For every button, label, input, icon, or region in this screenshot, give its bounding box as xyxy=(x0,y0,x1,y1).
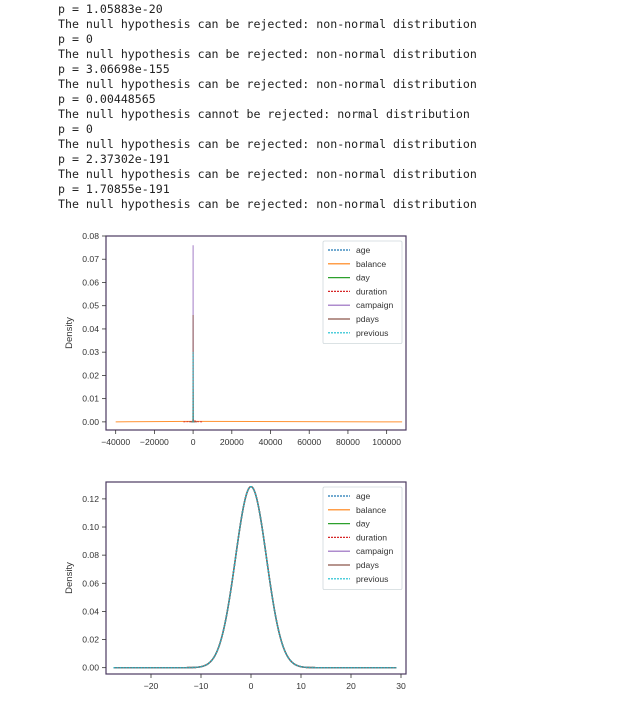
x-tick-label: 20 xyxy=(346,681,356,691)
legend-label-pdays: pdays xyxy=(356,314,379,324)
density-chart-raw: 0.00 0.01 0.02 0.03 0.04 0.05 0.06 0.07 0.08 −400… xyxy=(64,231,407,447)
x-tick-label: −20000 xyxy=(140,437,169,447)
y-axis-label: Density xyxy=(64,562,75,594)
plot-frame xyxy=(105,235,407,431)
legend-label-previous: previous xyxy=(356,328,388,338)
console-line: p = 0 xyxy=(58,122,93,136)
y-tick-label: 0.00 xyxy=(82,417,99,427)
legend-label-previous: previous xyxy=(356,574,388,584)
x-tick-label: −40000 xyxy=(101,437,130,447)
x-tick-label: 60000 xyxy=(297,437,321,447)
y-tick-label: 0.06 xyxy=(82,277,99,287)
y-axis-label: Density xyxy=(64,317,75,349)
console-line: p = 2.37302e-191 xyxy=(58,152,170,166)
x-tick-label: 30 xyxy=(396,681,406,691)
legend-label-age: age xyxy=(356,491,371,501)
y-tick-label: 0.01 xyxy=(82,394,99,404)
legend-label-balance: balance xyxy=(356,259,386,269)
console-line: The null hypothesis cannot be rejected: … xyxy=(58,107,470,121)
x-tick-label: −20 xyxy=(144,681,159,691)
x-tick-label: 100000 xyxy=(372,437,401,447)
console-line: p = 0.00448565 xyxy=(58,92,156,106)
console-line: The null hypothesis can be rejected: non… xyxy=(58,137,477,151)
console-line: The null hypothesis can be rejected: non… xyxy=(58,77,477,91)
y-tick-label: 0.04 xyxy=(82,324,99,334)
console-line: p = 1.70855e-191 xyxy=(58,182,170,196)
legend-label-age: age xyxy=(356,245,371,255)
y-tick-label: 0.12 xyxy=(82,494,99,504)
legend-label-duration: duration xyxy=(356,532,387,542)
y-tick-label: 0.05 xyxy=(82,301,99,311)
console-line: The null hypothesis can be rejected: non… xyxy=(58,17,477,31)
y-tick-label: 0.06 xyxy=(82,578,99,588)
x-tick-label: −10 xyxy=(194,681,209,691)
legend-label-campaign: campaign xyxy=(356,546,393,556)
x-tick-label: 0 xyxy=(191,437,196,447)
legend-box xyxy=(322,486,403,590)
density-chart-standardized: 0.00 0.02 0.04 0.06 0.08 0.10 0.12 −20 −10 0 10 20 3… xyxy=(64,481,407,691)
legend-label-day: day xyxy=(356,519,371,529)
y-tick-label: 0.02 xyxy=(82,635,99,645)
y-tick-label: 0.08 xyxy=(82,231,99,241)
x-tick-label: 80000 xyxy=(336,437,360,447)
legend-box xyxy=(322,240,403,344)
series-line-pdays xyxy=(189,314,197,423)
console-line: p = 0 xyxy=(58,32,93,46)
y-tick-label: 0.10 xyxy=(82,522,99,532)
series-line-duration xyxy=(183,419,203,423)
y-tick-label: 0.03 xyxy=(82,347,99,357)
legend-label-balance: balance xyxy=(356,505,386,515)
x-tick-label: 20000 xyxy=(220,437,244,447)
x-tick-label: 0 xyxy=(249,681,254,691)
legend-label-duration: duration xyxy=(356,286,387,296)
y-tick-label: 0.04 xyxy=(82,606,99,616)
legend-label-day: day xyxy=(356,273,371,283)
console-line: The null hypothesis can be rejected: non… xyxy=(58,197,477,211)
y-tick-label: 0.00 xyxy=(82,663,99,673)
y-tick-label: 0.08 xyxy=(82,550,99,560)
console-line: The null hypothesis can be rejected: non… xyxy=(58,167,477,181)
console-line: p = 3.06698e-155 xyxy=(58,62,170,76)
console-line: p = 1.05883e-20 xyxy=(58,2,163,16)
series-line-previous xyxy=(192,352,194,423)
x-tick-label: 10 xyxy=(296,681,306,691)
console-line: The null hypothesis can be rejected: non… xyxy=(58,47,477,61)
plot-frame xyxy=(105,481,407,675)
legend-label-campaign: campaign xyxy=(356,300,393,310)
y-tick-label: 0.07 xyxy=(82,254,99,264)
legend-label-pdays: pdays xyxy=(356,560,379,570)
series-line-previous xyxy=(113,486,397,669)
y-tick-label: 0.02 xyxy=(82,370,99,380)
console-output: p = 1.05883e-20 The null hypothesis can b… xyxy=(58,2,477,212)
x-tick-label: 40000 xyxy=(259,437,283,447)
